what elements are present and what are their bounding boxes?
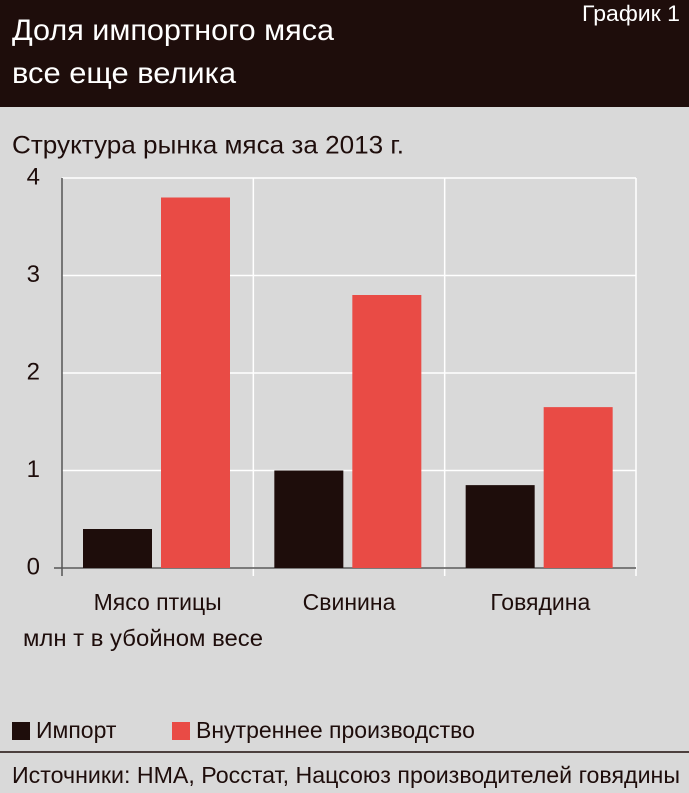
bar — [161, 197, 230, 568]
y-tick-label: 1 — [27, 456, 40, 483]
chart-title: все еще велика — [12, 57, 236, 90]
figure-label: График 1 — [582, 1, 680, 26]
y-tick-label: 0 — [27, 553, 40, 580]
y-tick-label: 2 — [27, 358, 40, 385]
x-tick-label: Свинина — [303, 589, 396, 615]
x-tick-label: Мясо птицы — [94, 589, 222, 615]
header-band — [0, 0, 689, 107]
bar — [83, 529, 152, 568]
bar — [274, 470, 344, 568]
source-note: Источники: НМА, Росстат, Нацсоюз произво… — [12, 762, 680, 788]
y-tick-label: 4 — [27, 163, 40, 190]
x-tick-label: Говядина — [490, 589, 590, 615]
bar — [543, 407, 613, 568]
legend-label: Импорт — [36, 717, 117, 743]
bar — [465, 485, 535, 568]
chart-title: Доля импортного мяса — [12, 14, 334, 47]
legend-swatch — [172, 722, 190, 740]
y-axis-unit: млн т в убойном весе — [23, 625, 263, 651]
legend-label: Внутреннее производство — [196, 717, 475, 743]
legend-swatch — [12, 722, 30, 740]
chart-subtitle: Структура рынка мяса за 2013 г. — [12, 132, 404, 160]
bar — [352, 295, 422, 568]
y-tick-label: 3 — [27, 261, 40, 288]
